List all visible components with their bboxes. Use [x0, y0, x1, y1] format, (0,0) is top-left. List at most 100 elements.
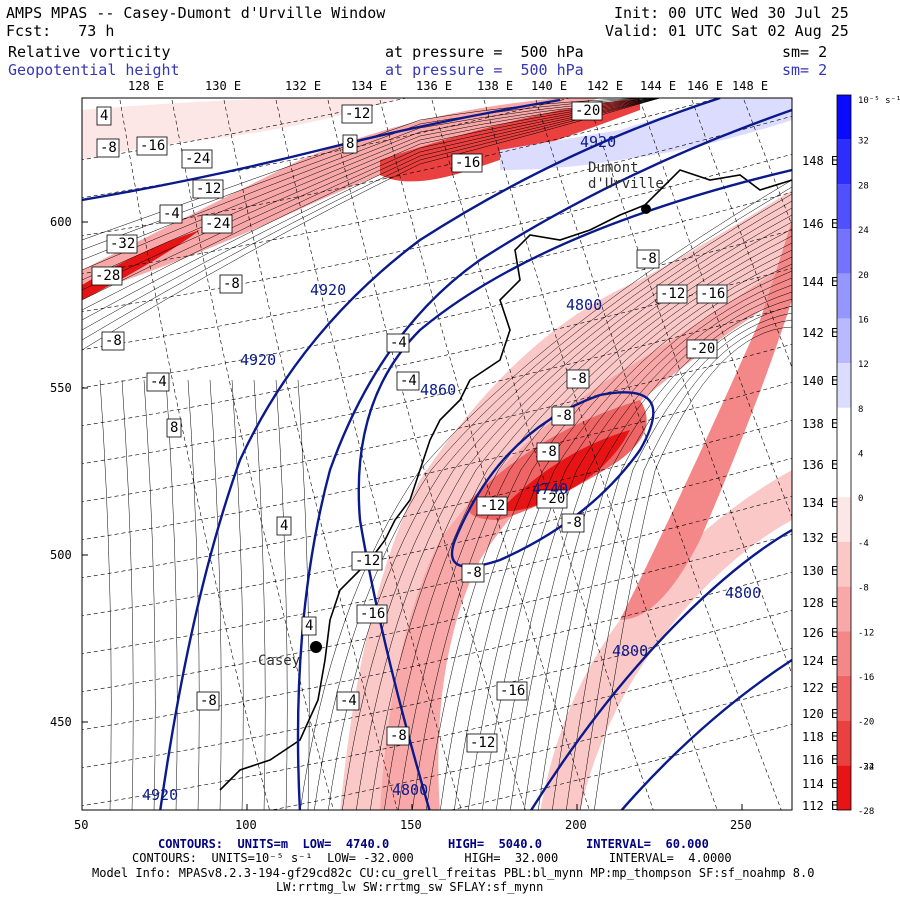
colorbar-bin — [837, 675, 851, 721]
height-contour-line — [620, 658, 792, 810]
meridian-line — [379, 99, 590, 810]
right-lon-label: 148 E — [802, 154, 838, 168]
contour-label-box — [656, 284, 688, 304]
vorticity-contour-line — [253, 379, 266, 810]
contour-label-box — [476, 496, 508, 516]
height-contour-label: 4800 — [392, 781, 428, 799]
contour-label-box — [91, 266, 123, 286]
contour-label-text: -12 — [660, 286, 685, 302]
colorbar-frame — [836, 94, 852, 811]
vorticity-contour-line — [440, 249, 792, 810]
contour-label-box — [342, 134, 358, 154]
top-lon-label: 140 E — [531, 79, 567, 93]
meridian-line — [639, 99, 792, 518]
top-lon-label: 142 E — [587, 79, 623, 93]
right-lon-label: 126 E — [802, 626, 838, 640]
colorbar-bin — [837, 765, 851, 810]
colorbar-bin — [837, 184, 851, 230]
y-tick-label: 550 — [50, 381, 72, 395]
contour-label-text: -8 — [223, 276, 240, 292]
valid-time: Valid: 01 UTC Sat 02 Aug 25 — [605, 22, 849, 40]
model-info-physics: LW:rrtmg_lw SW:rrtmg_sw SFLAY:sf_mynn — [276, 880, 544, 894]
vorticity-contour-line — [231, 379, 244, 810]
meridian-line — [327, 99, 526, 810]
contour-label-box — [451, 153, 483, 173]
colorbar-tick-label: 24 — [858, 226, 869, 236]
colorbar-bin — [837, 273, 851, 319]
field2-name: Geopotential height — [8, 61, 180, 79]
field2-level: at pressure = 500 hPa — [385, 61, 584, 79]
meridian-line — [223, 99, 398, 810]
vorticity-contour-line — [143, 379, 156, 810]
contour-label-text: 4 — [280, 518, 288, 534]
height-contour-labels: 4920 4920 4920 4860 4800 4800 4800 4800 4920 4740 — [142, 133, 761, 804]
contour-label-text: -8 — [565, 515, 582, 531]
colorbar: 10⁻⁵ s⁻¹322824201612840-4-8-12-16-20-24-… — [836, 94, 900, 817]
vorticity-contour-line — [121, 379, 134, 810]
colorbar-bin — [837, 229, 851, 274]
colorbar-tick-label: 4 — [858, 450, 863, 460]
contour-label-box — [551, 406, 575, 426]
vorticity-contour-line — [82, 98, 661, 341]
coastline — [219, 169, 792, 791]
y-axis: 600 550 500 450 — [50, 215, 88, 729]
top-lon-label: 138 E — [477, 79, 513, 93]
contour-label-text: -8 — [465, 565, 482, 581]
station-dot-casey — [310, 641, 322, 653]
x-tick-label: 100 — [235, 818, 257, 832]
contour-label-text: 4 — [305, 618, 313, 634]
y-tick-label: 450 — [50, 715, 72, 729]
right-lon-label: 118 E — [802, 730, 838, 744]
meridian-line — [171, 99, 334, 810]
contour-label-box — [192, 179, 224, 199]
field2-smoothing: sm= 2 — [782, 61, 828, 79]
contour-label-box — [159, 204, 183, 224]
parallel-line — [82, 533, 792, 692]
colorbar-bin — [837, 363, 851, 408]
contour-label-box — [166, 418, 182, 438]
height-contour-label: 4800 — [612, 642, 648, 660]
vorticity-contour-line — [566, 312, 792, 810]
contour-label-text: -20 — [690, 341, 715, 357]
contour-label-text: -4 — [150, 374, 167, 390]
parallel-line — [82, 153, 792, 312]
x-tick-label: 150 — [400, 818, 422, 832]
height-contour-label: 4860 — [420, 381, 456, 399]
contour-label-box — [101, 331, 125, 351]
station-label-casey: Casey — [258, 653, 300, 669]
contour-label-box — [496, 681, 528, 701]
colorbar-bin — [837, 631, 851, 676]
contour-label-box — [136, 136, 168, 156]
top-lon-label: 132 E — [285, 79, 321, 93]
contour-label-text: 8 — [170, 420, 178, 436]
meridian-line — [535, 99, 782, 810]
field1-name: Relative vorticity — [8, 43, 171, 61]
top-lon-label: 136 E — [416, 79, 452, 93]
colorbar-tick-label: 32 — [858, 137, 869, 147]
vorticity-contour-line — [314, 186, 792, 810]
contour-label-text: -24 — [185, 151, 210, 167]
right-lon-label: 138 E — [802, 417, 838, 431]
right-lon-label: 146 E — [802, 217, 838, 231]
contour-label-text: -16 — [455, 155, 480, 171]
contour-label-text: -4 — [163, 206, 180, 222]
colorbar-tick-label: -24 — [858, 762, 874, 772]
top-lon-label: 148 E — [732, 79, 768, 93]
colorbar-tick-label: 0 — [858, 494, 863, 504]
meridian-line — [743, 99, 792, 226]
height-contour-label: 4920 — [580, 133, 616, 151]
meridian-line — [483, 99, 718, 810]
contour-label-box — [276, 516, 292, 536]
top-lon-label: 130 E — [205, 79, 241, 93]
chart-title: AMPS MPAS -- Casey-Dumont d'Urville Wind… — [6, 4, 386, 22]
colorbar-tick-label: -32 — [858, 762, 874, 772]
model-info: Model Info: MPASv8.2.3-194-gf29cd82c CU:… — [92, 866, 815, 880]
contour-label-text: -32 — [110, 236, 135, 252]
contour-label-box — [561, 513, 585, 533]
forecast-hour: Fcst: 73 h — [6, 22, 115, 40]
height-contour-high: HIGH= 5040.0 — [448, 837, 542, 851]
plot-frame — [81, 97, 793, 811]
vorticity-contour-line — [209, 379, 222, 810]
vorticity-contour-line — [468, 263, 792, 810]
colorbar-tick-label: -8 — [858, 584, 869, 594]
